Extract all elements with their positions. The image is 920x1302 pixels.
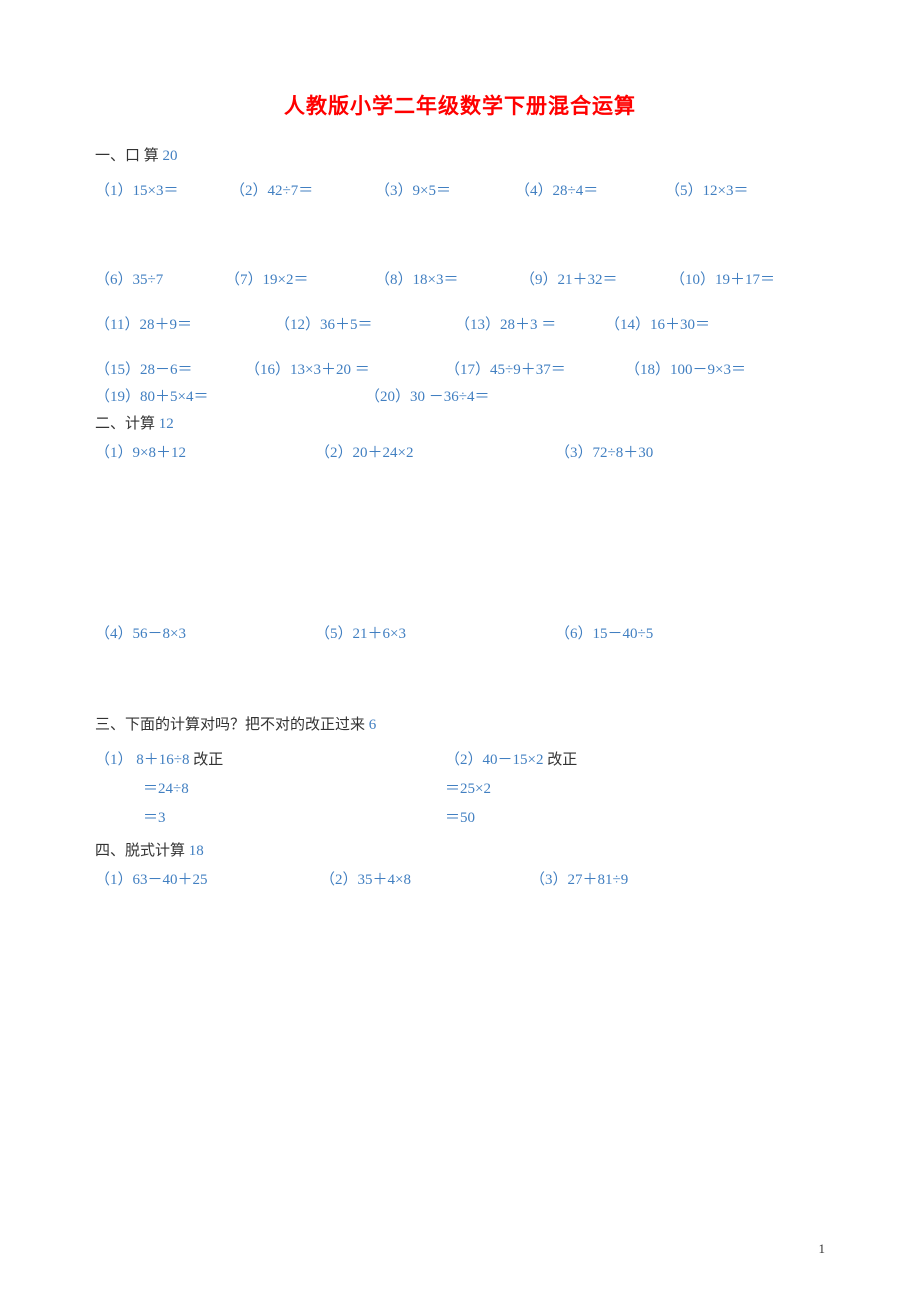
section2-score: 12 — [159, 416, 174, 432]
section1-header: 一、口 算 20 — [95, 144, 825, 165]
section1-row4: （15）28－6＝ （16）13×3＋20 ＝ （17）45÷9＋37＝ （18… — [95, 358, 825, 379]
section1-score: 20 — [163, 148, 178, 164]
section1-row1: （1）15×3＝ （2）42÷7＝ （3）9×5＝ （4）28÷4＝ （5）12… — [95, 179, 825, 200]
section1-header-text: 一、口 算 — [95, 148, 163, 164]
problem: （11）28＋9＝ — [95, 313, 275, 334]
problem: （8）18×3＝ — [375, 268, 520, 289]
section1-row2: （6）35÷7 （7）19×2＝ （8）18×3＝ （9）21＋32＝ （10）… — [95, 268, 825, 289]
page-number: 1 — [819, 1241, 826, 1257]
problem: （17）45÷9＋37＝ — [445, 358, 625, 379]
problem: （20）30 －36÷4＝ — [365, 385, 489, 406]
problem: （16）13×3＋20 ＝ — [245, 358, 445, 379]
problem: （15）28－6＝ — [95, 358, 245, 379]
section3-problems: （1） 8＋16÷8 改正 （2）40－15×2 改正 — [95, 748, 825, 769]
section4-header: 四、脱式计算 18 — [95, 839, 825, 860]
problem: （5）12×3＝ — [665, 179, 748, 200]
section3-step1: ＝24÷8 ＝25×2 — [95, 777, 825, 798]
problem: （2）42÷7＝ — [230, 179, 375, 200]
correction1-step1: ＝24÷8 — [95, 777, 445, 798]
problem: （3）72÷8＋30 — [555, 441, 653, 462]
section3-step2: ＝3 ＝50 — [95, 806, 825, 827]
problem: （6）15－40÷5 — [555, 622, 653, 643]
problem: （10）19＋17＝ — [670, 268, 775, 289]
problem: （9）21＋32＝ — [520, 268, 670, 289]
section2-header: 二、计算 12 — [95, 412, 825, 433]
correction-left-label: （1） 8＋16÷8 改正 — [95, 748, 445, 769]
section2-row1: （1）9×8＋12 （2）20＋24×2 （3）72÷8＋30 — [95, 441, 825, 462]
section2-header-text: 二、计算 — [95, 416, 159, 432]
problem: （1）15×3＝ — [95, 179, 230, 200]
section1-row3: （11）28＋9＝ （12）36＋5＝ （13）28＋3 ＝ （14）16＋30… — [95, 313, 825, 334]
problem: （7）19×2＝ — [225, 268, 375, 289]
section2-row2: （4）56－8×3 （5）21＋6×3 （6）15－40÷5 — [95, 622, 825, 643]
worksheet-title: 人教版小学二年级数学下册混合运算 — [95, 90, 825, 120]
problem: （13）28＋3 ＝ — [455, 313, 605, 334]
correction-right-label: （2）40－15×2 改正 — [445, 748, 577, 769]
problem: （4）28÷4＝ — [515, 179, 665, 200]
problem: （2）20＋24×2 — [315, 441, 555, 462]
problem: （5）21＋6×3 — [315, 622, 555, 643]
section3-header-text: 三、下面的计算对吗？把不对的改正过来 — [95, 717, 369, 733]
section4-row1: （1）63－40＋25 （2）35＋4×8 （3）27＋81÷9 — [95, 868, 825, 889]
correction2-step1: ＝25×2 — [445, 777, 491, 798]
section3-header: 三、下面的计算对吗？把不对的改正过来 6 — [95, 713, 825, 734]
section1-row5: （19）80＋5×4＝ （20）30 －36÷4＝ — [95, 385, 825, 406]
problem: （3）9×5＝ — [375, 179, 515, 200]
problem: （2）35＋4×8 — [320, 868, 530, 889]
correction1-step2: ＝3 — [95, 806, 445, 827]
section4-score: 18 — [189, 843, 204, 859]
correction2-expr: （2）40－15×2 — [445, 752, 543, 768]
correction2-suffix: 改正 — [543, 752, 577, 768]
problem: （6）35÷7 — [95, 268, 225, 289]
problem: （14）16＋30＝ — [605, 313, 710, 334]
section3-score: 6 — [369, 717, 377, 733]
problem: （1）63－40＋25 — [95, 868, 320, 889]
correction1-expr: （1） 8＋16÷8 — [95, 752, 189, 768]
problem: （18）100－9×3＝ — [625, 358, 746, 379]
correction2-step2: ＝50 — [445, 806, 475, 827]
problem: （3）27＋81÷9 — [530, 868, 628, 889]
problem: （1）9×8＋12 — [95, 441, 315, 462]
problem: （4）56－8×3 — [95, 622, 315, 643]
problem: （19）80＋5×4＝ — [95, 385, 365, 406]
problem: （12）36＋5＝ — [275, 313, 455, 334]
section4-header-text: 四、脱式计算 — [95, 843, 189, 859]
correction1-suffix: 改正 — [189, 752, 223, 768]
